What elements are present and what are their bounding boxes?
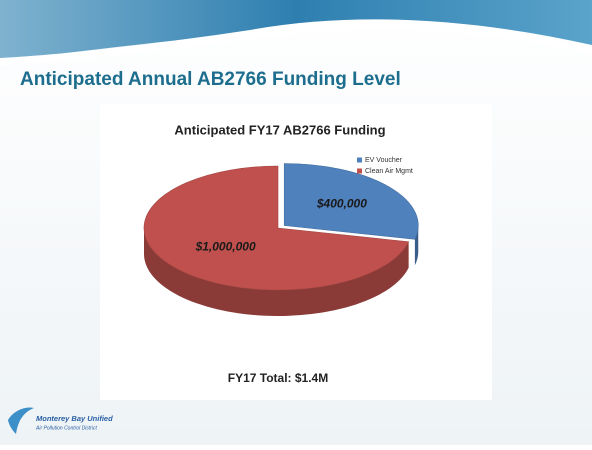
header-curve bbox=[0, 21, 592, 66]
logo-icon bbox=[8, 407, 34, 434]
legend-swatch bbox=[357, 157, 362, 163]
legend-swatch bbox=[357, 168, 362, 174]
slide-title: Anticipated Annual AB2766 Funding Level bbox=[20, 69, 401, 90]
slice bbox=[143, 165, 410, 291]
legend-label: EV Voucher bbox=[365, 157, 403, 164]
annotation: FY17 Total: $1.4M bbox=[228, 371, 328, 385]
data-label: $400,000 bbox=[316, 196, 367, 210]
logo-line2: Air Pollution Control District bbox=[35, 425, 97, 431]
slice-side bbox=[414, 225, 419, 266]
slice bbox=[283, 163, 419, 240]
legend-label: Clean Air Mgmt bbox=[365, 168, 413, 175]
chart-title: Anticipated FY17 AB2766 Funding bbox=[174, 122, 385, 137]
data-label: $1,000,000 bbox=[195, 240, 256, 254]
logo-line1: Monterey Bay Unified bbox=[36, 414, 113, 423]
header-swoosh bbox=[0, 0, 592, 58]
slice-side bbox=[144, 228, 409, 316]
